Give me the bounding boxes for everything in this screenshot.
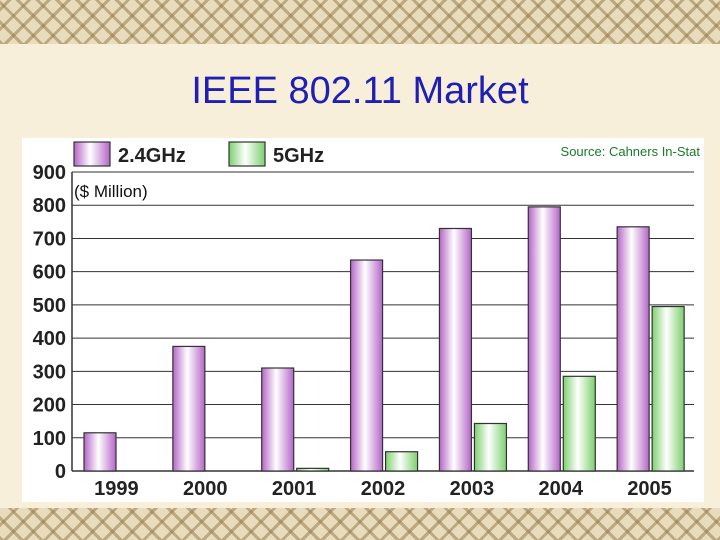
unit-label: ($ Million) — [74, 182, 148, 201]
bar-2.4GHz-2003 — [438, 227, 473, 472]
y-tick-label: 300 — [33, 361, 66, 383]
source-note: Source: Cahners In-Stat — [560, 144, 700, 159]
x-tick-label: 2002 — [361, 478, 406, 500]
bar-5GHz-2002 — [384, 451, 419, 472]
x-tick-label: 2005 — [627, 478, 672, 500]
x-tick-label: 1999 — [94, 478, 139, 500]
y-tick-label: 0 — [55, 461, 66, 483]
legend-swatch-2.4GHz — [73, 141, 111, 167]
bar-chart: 0 100 200 300 400 500 600 700 800 900 1999 2000 2001… — [33, 141, 694, 500]
y-tick-label: 900 — [33, 162, 66, 184]
x-tick-label: 2004 — [538, 478, 583, 500]
bar-2.4GHz-1999 — [83, 432, 117, 472]
legend-swatch-5GHz — [228, 141, 266, 167]
legend-label: 2.4GHz — [118, 145, 186, 167]
bar-2.4GHz-2005 — [616, 226, 650, 472]
decorative-top-border — [0, 0, 720, 44]
y-tick-label: 200 — [33, 395, 66, 417]
y-tick-label: 600 — [33, 262, 66, 284]
bar-2.4GHz-2002 — [349, 259, 384, 472]
bar-2.4GHz-2001 — [261, 367, 295, 472]
y-tick-label: 400 — [33, 328, 66, 350]
bar-5GHz-2003 — [473, 422, 508, 472]
y-tick-label: 800 — [33, 195, 66, 217]
legend-label: 5GHz — [273, 145, 324, 167]
y-tick-label: 100 — [33, 428, 66, 450]
slide-title: IEEE 802.11 Market — [191, 70, 529, 112]
bar-2.4GHz-2004 — [527, 206, 561, 472]
x-tick-label: 2003 — [450, 478, 495, 500]
bar-2.4GHz-2000 — [172, 345, 206, 472]
bar-5GHz-2001 — [296, 467, 330, 472]
chart-panel: 0 100 200 300 400 500 600 700 800 900 1999 2000 2001… — [22, 138, 704, 502]
x-tick-label: 2001 — [272, 478, 317, 500]
decorative-bottom-border — [0, 508, 720, 540]
y-tick-label: 500 — [33, 295, 66, 317]
bar-5GHz-2005 — [651, 305, 685, 472]
bar-5GHz-2004 — [562, 375, 596, 472]
y-tick-label: 700 — [33, 228, 66, 250]
x-tick-label: 2000 — [183, 478, 228, 500]
